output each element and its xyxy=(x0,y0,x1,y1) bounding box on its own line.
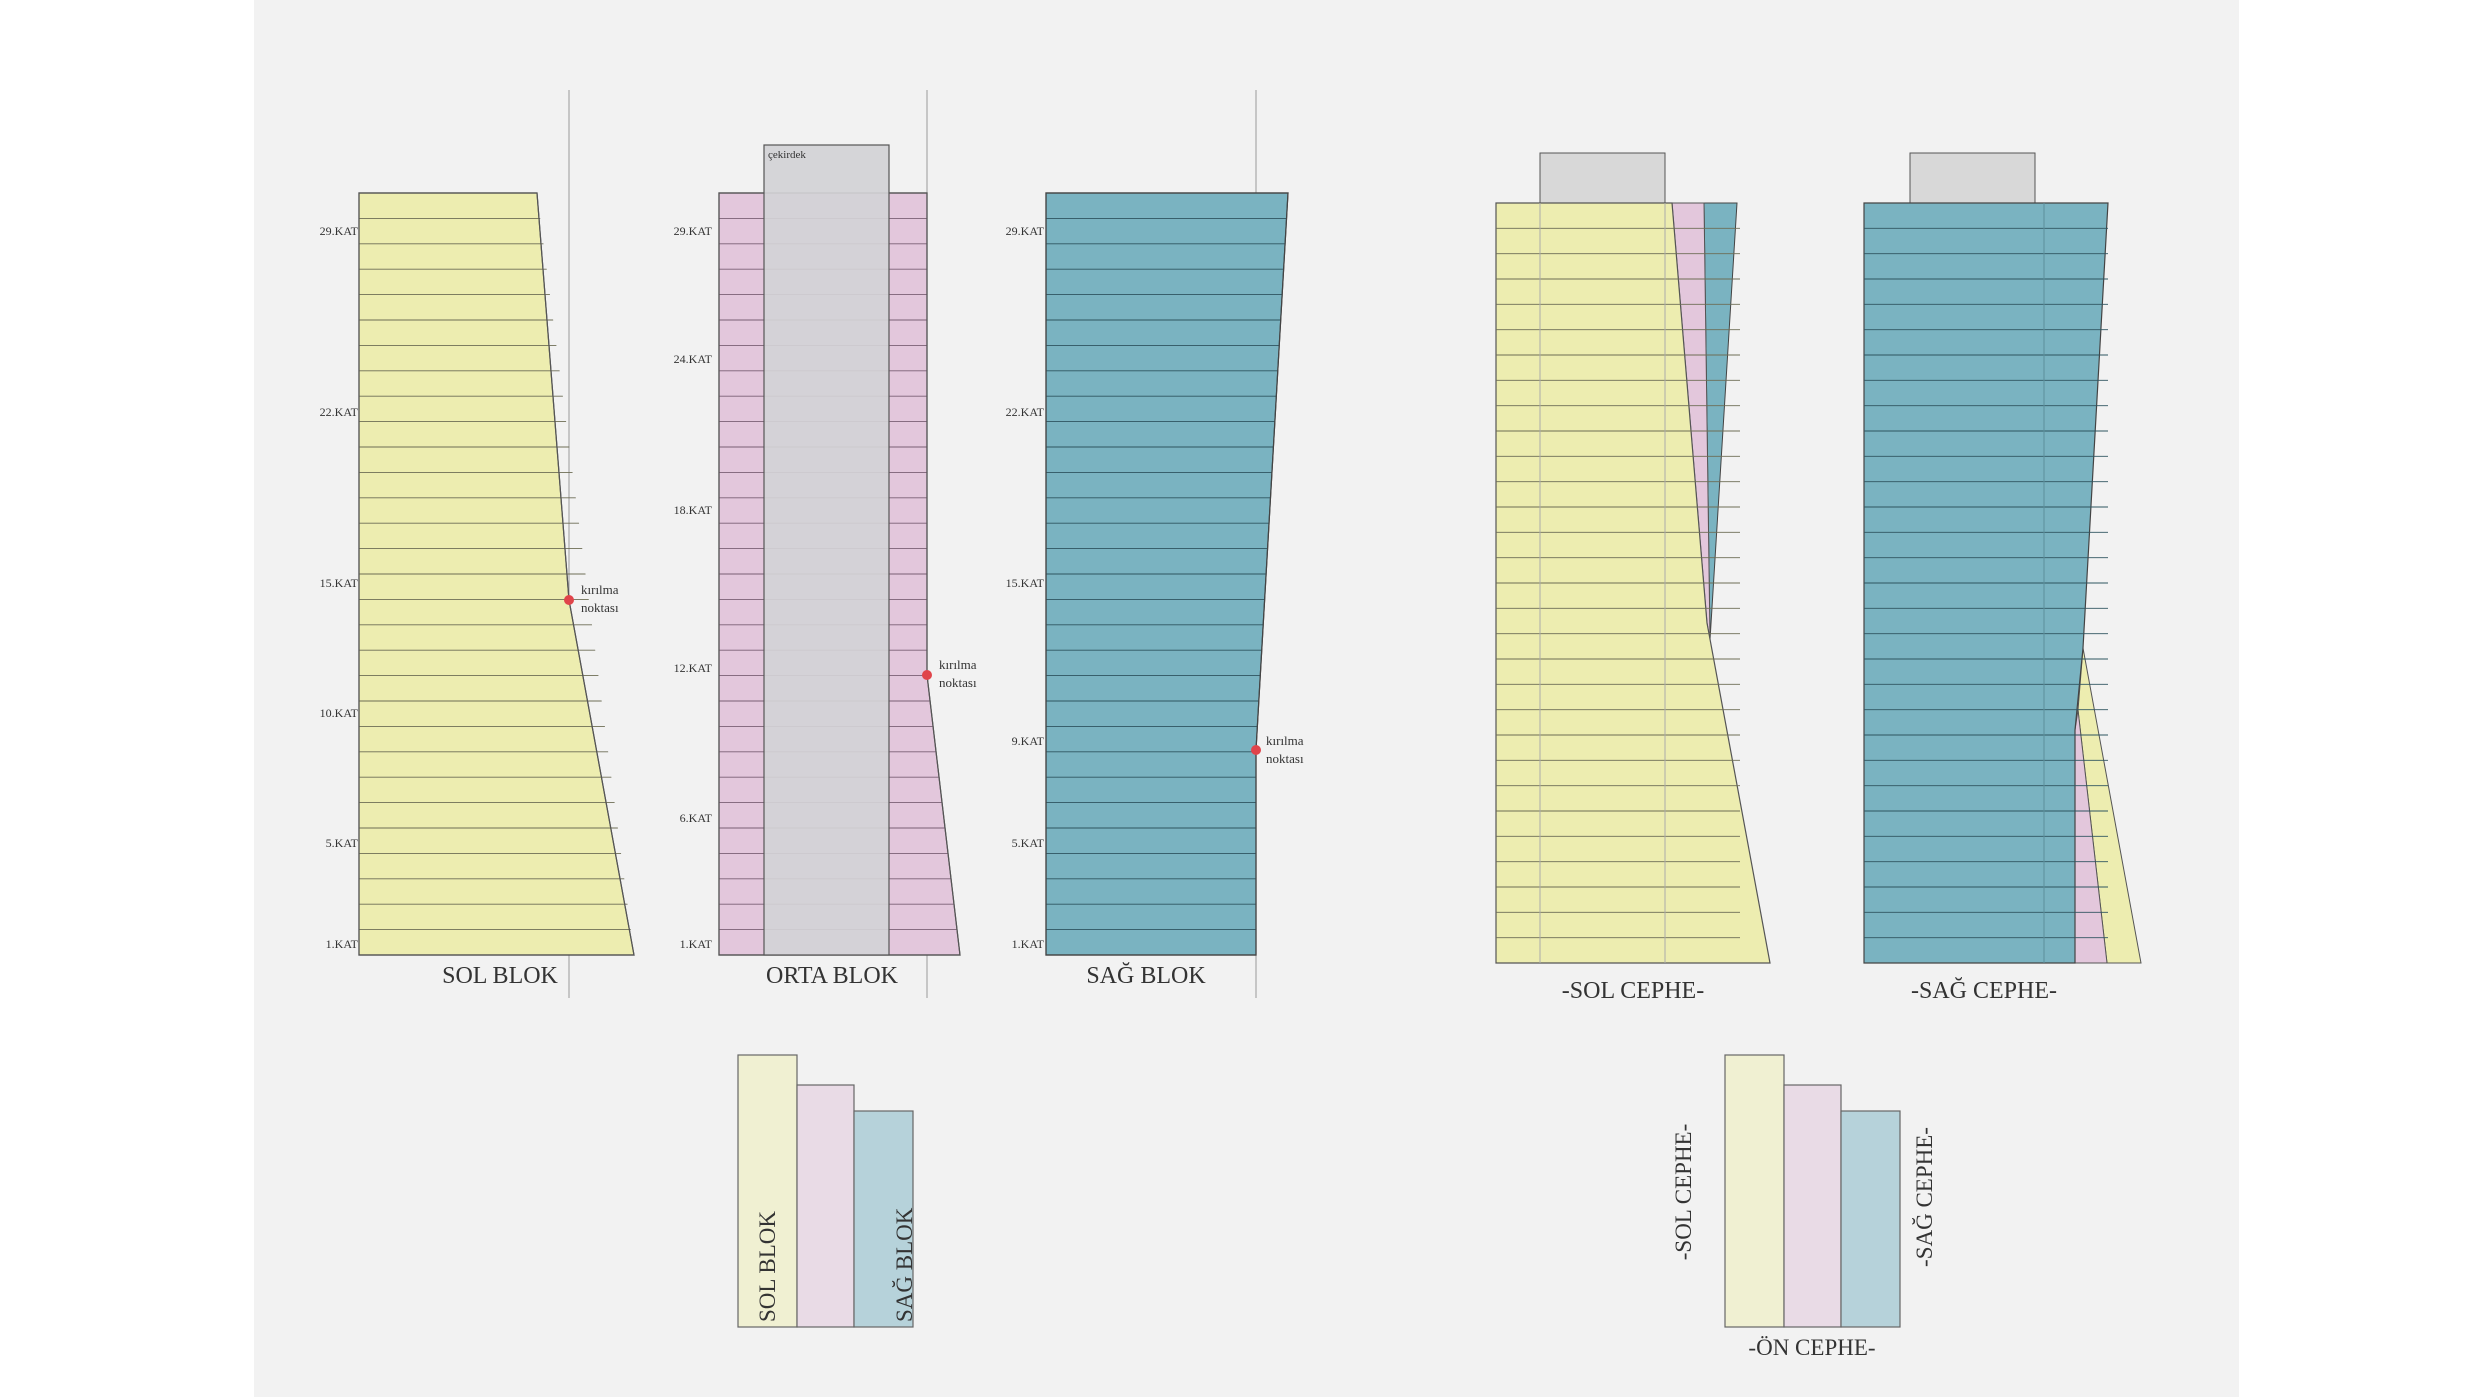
block-plan-sag xyxy=(853,1110,914,1328)
sol-blok-break-label-2: noktası xyxy=(581,600,619,615)
sag-blok-elevation: kırılma noktası 29.KAT 22.KAT 15.KAT 9.K… xyxy=(1006,90,1304,998)
facade-plan-sol xyxy=(1724,1054,1785,1328)
sag-blok-floor-label: 15.KAT xyxy=(1006,576,1045,590)
orta-blok-break-label-2: noktası xyxy=(939,675,977,690)
sol-blok-floor-label: 10.KAT xyxy=(320,706,359,720)
sag-blok-floor-label: 9.KAT xyxy=(1012,734,1045,748)
orta-blok-floor-label: 29.KAT xyxy=(674,224,713,238)
orta-blok-floor-label: 1.KAT xyxy=(680,937,713,951)
sol-blok-title: SOL BLOK xyxy=(442,963,558,989)
sag-blok-floor-label: 29.KAT xyxy=(1006,224,1045,238)
sag-cephe-title: -SAĞ CEPHE- xyxy=(1911,978,2057,1004)
drawing-sheet: kırılma noktası 29.KAT 22.KAT 15.KAT 10.… xyxy=(254,0,2239,1397)
orta-blok-break-point xyxy=(922,670,932,680)
sag-cephe-floor-lines xyxy=(1864,227,2108,939)
facade-plan-orta xyxy=(1783,1084,1842,1328)
sol-blok-floor-label: 5.KAT xyxy=(326,836,359,850)
sol-cephe-core-cap xyxy=(1539,152,1666,204)
sag-blok-break-point xyxy=(1251,745,1261,755)
orta-blok-title: ORTA BLOK xyxy=(766,963,899,989)
sol-blok-elevation: kırılma noktası 29.KAT 22.KAT 15.KAT 10.… xyxy=(320,90,635,998)
tower-diagram: kırılma noktası 29.KAT 22.KAT 15.KAT 10.… xyxy=(320,90,2142,1360)
sag-cephe-facade: -SAĞ CEPHE- xyxy=(1863,152,2142,1004)
sag-blok-break-label-2: noktası xyxy=(1266,751,1304,766)
facade-plan-left-label: -SOL CEPHE- xyxy=(1671,1124,1696,1261)
sol-blok-break-label-1: kırılma xyxy=(581,582,619,597)
sag-blok-floor-label: 22.KAT xyxy=(1006,405,1045,419)
sol-blok-outline xyxy=(358,192,635,956)
sag-cephe-core-cap xyxy=(1909,152,2036,204)
sol-cephe-facade: -SOL CEPHE- xyxy=(1495,152,1771,1004)
sol-cephe-title: -SOL CEPHE- xyxy=(1562,978,1704,1004)
sol-blok-floor-label: 29.KAT xyxy=(320,224,359,238)
facade-plan-right-label: -SAĞ CEPHE- xyxy=(1912,1127,1937,1267)
facade-plan: -SOL CEPHE- -SAĞ CEPHE- -ÖN CEPHE- xyxy=(1671,1054,1937,1360)
sol-blok-floor-label: 15.KAT xyxy=(320,576,359,590)
block-plan-sag-label: SAĞ BLOK xyxy=(892,1207,917,1322)
orta-blok-floor-label: 24.KAT xyxy=(674,352,713,366)
block-plan: SOL BLOK SAĞ BLOK xyxy=(737,1054,917,1328)
sag-blok-floor-label: 5.KAT xyxy=(1012,836,1045,850)
block-plan-sol-label: SOL BLOK xyxy=(755,1211,780,1322)
sag-blok-outline xyxy=(1045,192,1289,956)
orta-blok-outline xyxy=(718,192,961,956)
sol-cephe-floor-lines xyxy=(1496,227,1740,939)
block-plan-sol xyxy=(737,1054,798,1328)
sag-blok-break-label-1: kırılma xyxy=(1266,733,1304,748)
orta-blok-floor-label: 12.KAT xyxy=(674,661,713,675)
orta-blok-elevation: çekirdek kırılma noktası 29.KAT 24.KAT 1… xyxy=(674,90,977,998)
orta-blok-break-label-1: kırılma xyxy=(939,657,977,672)
facade-plan-bottom-label: -ÖN CEPHE- xyxy=(1748,1335,1875,1360)
sag-blok-floor-lines xyxy=(1046,217,1288,931)
sol-blok-floor-label: 22.KAT xyxy=(320,405,359,419)
orta-blok-core-label: çekirdek xyxy=(768,149,806,161)
block-plan-orta xyxy=(796,1084,855,1328)
orta-blok-core xyxy=(763,144,890,956)
sag-blok-floor-label: 1.KAT xyxy=(1012,937,1045,951)
facade-plan-sag xyxy=(1840,1110,1901,1328)
orta-blok-floor-label: 6.KAT xyxy=(680,811,713,825)
sol-blok-floor-label: 1.KAT xyxy=(326,937,359,951)
sag-blok-title: SAĞ BLOK xyxy=(1086,963,1206,989)
orta-blok-floor-label: 18.KAT xyxy=(674,503,713,517)
sol-blok-break-point xyxy=(564,595,574,605)
